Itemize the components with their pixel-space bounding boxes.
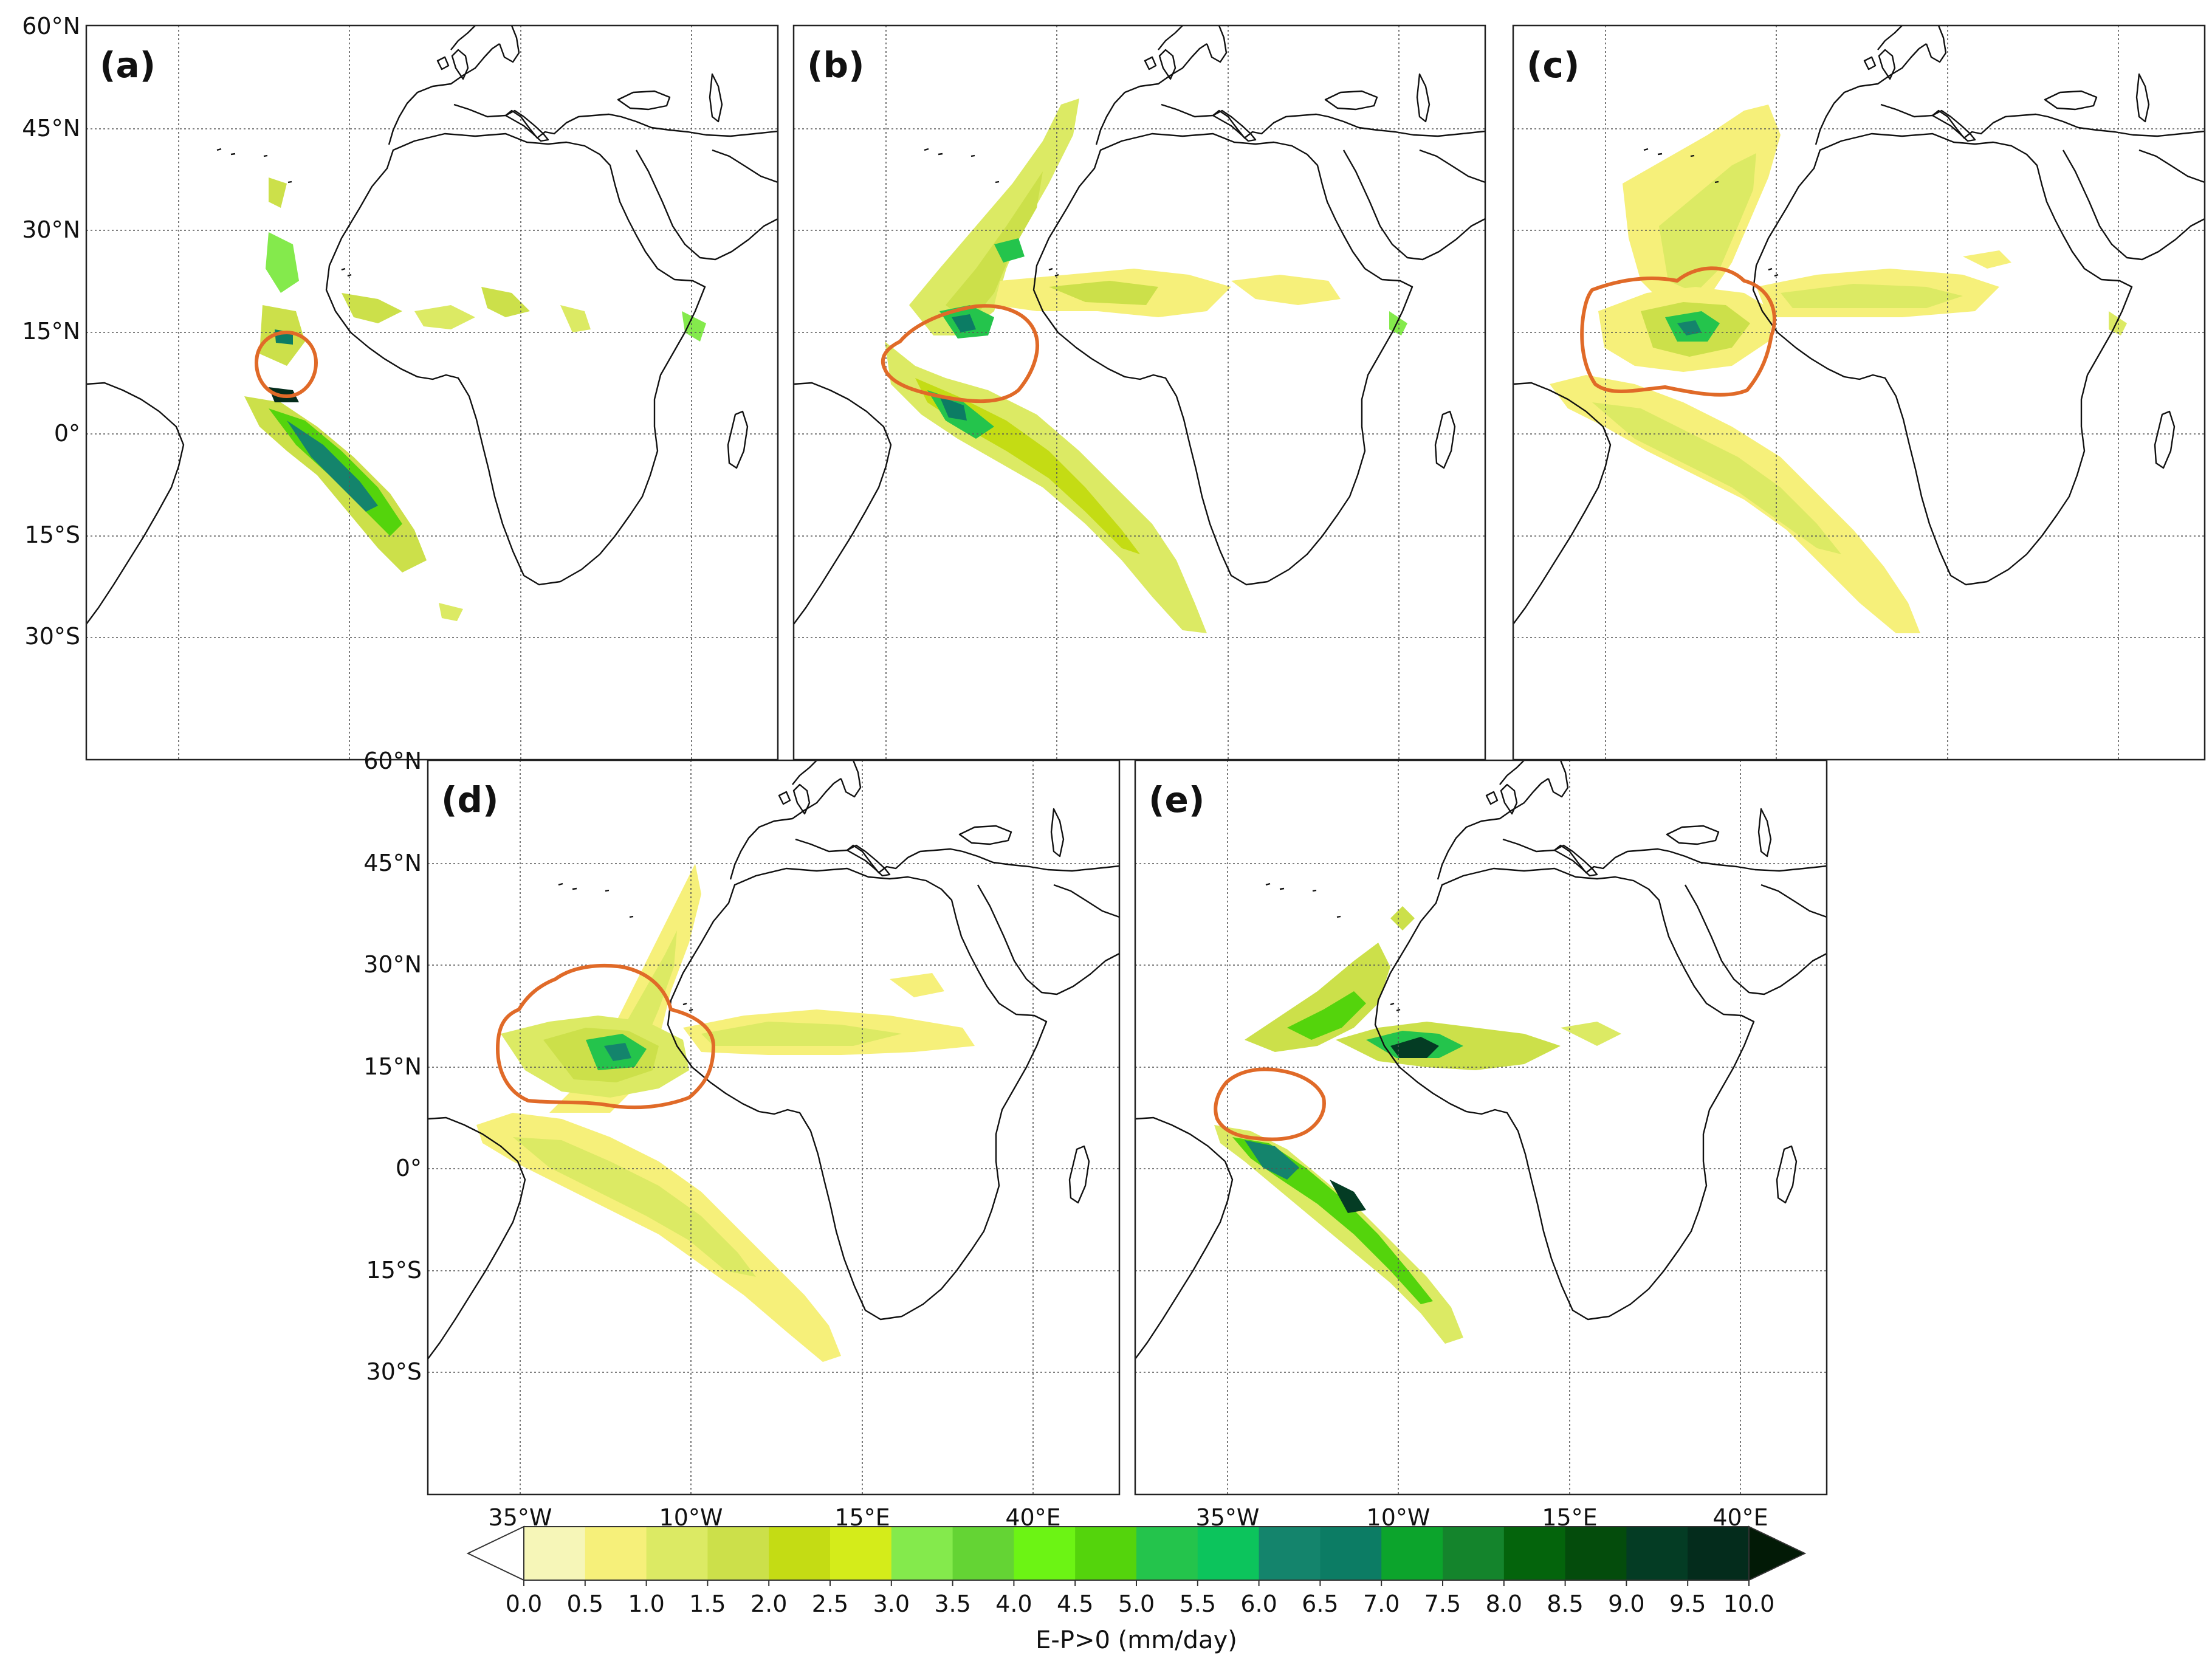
colorbar-tick-label: 9.5 (1669, 1590, 1706, 1617)
source-region-contour (496, 963, 715, 1110)
lat-tick-45n: 45°N (363, 850, 422, 876)
colorbar-tick-label: 1.0 (628, 1590, 664, 1617)
lat-tick-0: 0° (396, 1155, 422, 1181)
e-p-field (885, 98, 1407, 633)
colorbar-tick-label: 7.0 (1363, 1590, 1400, 1617)
lat-tick-45n: 45°N (22, 115, 80, 142)
source-region-contour (1214, 1067, 1326, 1141)
lat-tick-15s: 15°S (25, 521, 80, 548)
lat-tick-15n: 15°N (22, 318, 80, 345)
colorbar-swatch (585, 1527, 647, 1580)
colorbar-tick-label: 3.0 (873, 1590, 910, 1617)
colorbar-swatch (1565, 1527, 1627, 1580)
source-region-contour (1580, 266, 1776, 397)
colorbar-tick-label: 4.0 (995, 1590, 1032, 1617)
e-p-field (1214, 906, 1621, 1344)
lat-axis-panel-d: 60°N 45°N 30°N 15°N 0° 15°S 30°S (363, 748, 422, 1385)
lat-axis-panel-a: 60°N 45°N 30°N 15°N 0° 15°S 30°S (22, 13, 80, 650)
colorbar-swatch (830, 1527, 892, 1580)
colorbar-tick-label: 0.5 (567, 1590, 603, 1617)
colorbar-tick-label: 5.5 (1180, 1590, 1216, 1617)
map-panel-d: (d) (427, 759, 1121, 1496)
lat-tick-15s: 15°S (366, 1257, 422, 1284)
colorbar-tick-label: 6.0 (1240, 1590, 1277, 1617)
e-p-field (244, 177, 706, 621)
colorbar-tick-label: 3.5 (934, 1590, 970, 1617)
map-panel-a: (a) (85, 24, 779, 761)
colorbar-swatch (1503, 1527, 1566, 1580)
source-region-contour (881, 304, 1039, 404)
colorbar-swatch (1014, 1527, 1076, 1580)
colorbar-swatch (891, 1527, 953, 1580)
e-p-field (476, 864, 975, 1362)
source-region-contour (255, 331, 318, 398)
panel-label: (e) (1149, 779, 1204, 820)
colorbar-swatch (1443, 1527, 1505, 1580)
colorbar-swatch (769, 1527, 831, 1580)
colorbar-under-arrow (466, 1525, 524, 1581)
colorbar-tick-label: 1.5 (689, 1590, 726, 1617)
colorbar-over-arrow (1748, 1525, 1807, 1581)
colorbar-tick-label: 8.0 (1486, 1590, 1522, 1617)
map-frame (1134, 759, 1828, 1496)
colorbar: 0.0 0.5 1.0 1.5 2.0 2.5 3.0 3.5 4.0 4.5 5.0 5.5 6.0 6… (466, 1525, 1807, 1654)
colorbar-tick-label: 0.0 (506, 1590, 542, 1617)
colorbar-ticks: 0.0 0.5 1.0 1.5 2.0 2.5 3.0 3.5 4.0 4.5 5.0 5.5 6.0 6… (506, 1580, 1775, 1617)
colorbar-tick-label: 4.5 (1057, 1590, 1093, 1617)
lat-tick-60n: 60°N (363, 748, 422, 774)
e-p-field (1550, 105, 2127, 633)
colorbar-swatch (1381, 1527, 1443, 1580)
map-panel-e: (e) (1134, 759, 1828, 1496)
lat-tick-30s: 30°S (25, 623, 80, 650)
colorbar-swatch (952, 1527, 1014, 1580)
colorbar-swatch (1320, 1527, 1382, 1580)
lat-tick-60n: 60°N (22, 13, 80, 40)
map-panel-b: (b) (792, 24, 1486, 761)
lat-tick-30n: 30°N (363, 951, 422, 978)
lat-tick-15n: 15°N (363, 1053, 422, 1080)
colorbar-tick-label: 7.5 (1424, 1590, 1461, 1617)
colorbar-tick-label: 6.5 (1302, 1590, 1338, 1617)
colorbar-tick-label: 9.0 (1608, 1590, 1644, 1617)
colorbar-tick-label: 2.5 (812, 1590, 848, 1617)
colorbar-swatch (1197, 1527, 1260, 1580)
colorbar-swatches (524, 1527, 1750, 1580)
colorbar-swatch (1688, 1527, 1750, 1580)
panel-label: (d) (441, 779, 499, 820)
colorbar-swatch (524, 1527, 586, 1580)
lat-tick-0: 0° (54, 420, 80, 447)
colorbar-swatch (707, 1527, 769, 1580)
panel-label: (a) (100, 44, 156, 86)
colorbar-swatch (646, 1527, 708, 1580)
colorbar-title: E-P>0 (mm/day) (1036, 1626, 1237, 1654)
colorbar-swatch (1075, 1527, 1137, 1580)
colorbar-tick-label: 8.5 (1547, 1590, 1583, 1617)
panel-label: (c) (1527, 44, 1579, 86)
colorbar-swatch (1136, 1527, 1198, 1580)
colorbar-tick-label: 2.0 (750, 1590, 787, 1617)
colorbar-swatch (1259, 1527, 1321, 1580)
colorbar-tick-label: 5.0 (1118, 1590, 1155, 1617)
panel-label: (b) (807, 44, 865, 86)
map-panel-c: (c) (1512, 24, 2206, 761)
lat-tick-30n: 30°N (22, 216, 80, 243)
map-frame (427, 759, 1121, 1496)
colorbar-tick-label: 10.0 (1723, 1590, 1775, 1617)
colorbar-swatch (1626, 1527, 1688, 1580)
map-frame (1512, 24, 2206, 761)
lat-tick-30s: 30°S (366, 1358, 422, 1385)
